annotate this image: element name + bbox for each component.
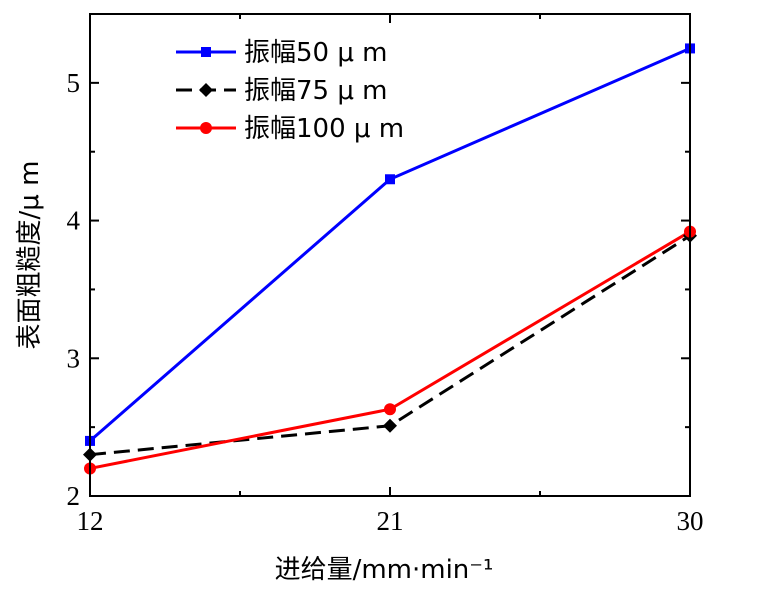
x-tick-label: 12: [77, 506, 104, 536]
x-axis-title: 进给量/mm·min⁻¹: [275, 555, 494, 585]
legend-marker-3: [200, 122, 212, 134]
y-axis-title: 表面粗糙度/μ m: [15, 161, 45, 350]
y-tick-label: 5: [67, 68, 81, 98]
y-tick-label: 2: [67, 481, 81, 511]
legend-marker-2: [199, 83, 213, 97]
y-tick-labels: 2 3 4 5: [67, 68, 81, 511]
legend-label-2: 振幅75 μ m: [244, 76, 387, 106]
data-point-1: [385, 174, 395, 185]
y-tick-label: 3: [67, 343, 81, 373]
legend-label-3: 振幅100 μ m: [244, 114, 404, 144]
x-tick-labels: 12 21 30: [77, 506, 704, 536]
plot-frame: [89, 13, 691, 497]
series-line-1: [89, 47, 691, 443]
data-point-3: [384, 403, 396, 416]
series-line-3: [89, 230, 691, 470]
x-tick-label: 30: [677, 506, 704, 536]
series-markers: [83, 43, 697, 475]
legend: 振幅50 μ m 振幅75 μ m 振幅100 μ m: [176, 38, 404, 144]
legend-marker-1: [201, 47, 211, 57]
y-tick-label: 4: [67, 206, 81, 236]
legend-label-1: 振幅50 μ m: [244, 38, 387, 68]
x-tick-label: 21: [377, 506, 404, 536]
data-point-2: [383, 418, 397, 433]
